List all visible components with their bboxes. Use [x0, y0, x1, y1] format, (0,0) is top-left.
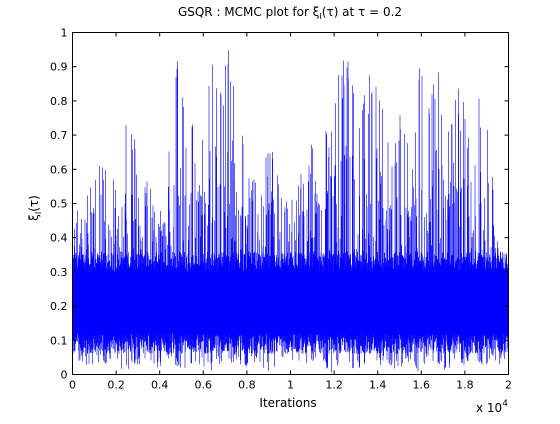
x-tick-label: 0.6 — [195, 379, 213, 392]
y-tick-label: 0.1 — [50, 334, 68, 347]
y-tick-label: 0 — [61, 369, 68, 382]
trace-line — [72, 50, 509, 373]
x-tick-label: 1.2 — [325, 379, 343, 392]
y-tick-label: 0.8 — [50, 95, 68, 108]
x-tick-label: 0.8 — [238, 379, 256, 392]
y-tick-label: 0.4 — [50, 232, 68, 245]
title-symbol: ξ — [313, 5, 320, 19]
x-tick-label: 0.4 — [151, 379, 169, 392]
x-multiplier: x 104 — [476, 399, 508, 415]
y-tick-label: 1 — [61, 27, 68, 40]
x-tick-label: 0.2 — [107, 379, 125, 392]
title-prefix: GSQR : MCMC plot for — [178, 5, 313, 19]
x-axis-label: Iterations — [259, 396, 316, 410]
y-axis-ticks: 0 0.1 0.2 0.3 0.4 0.5 0.6 0.7 0.8 0.9 1 — [50, 27, 509, 382]
x-tick-label: 1 — [287, 379, 294, 392]
x-tick-label: 1.8 — [456, 379, 474, 392]
x-multiplier-base: x 10 — [476, 401, 502, 415]
x-tick-label: 1.6 — [413, 379, 431, 392]
y-label-subscript: I — [34, 212, 43, 214]
title-rest: (τ) at τ = 0.2 — [322, 5, 402, 19]
y-label-rest: (τ) — [27, 195, 41, 212]
y-tick-label: 0.2 — [50, 300, 68, 313]
y-tick-label: 0.5 — [50, 198, 68, 211]
x-tick-label: 2 — [505, 379, 512, 392]
y-tick-label: 0.7 — [50, 129, 68, 142]
y-tick-label: 0.3 — [50, 266, 68, 279]
y-tick-label: 0.6 — [50, 163, 68, 176]
x-multiplier-exponent: 4 — [502, 399, 508, 409]
chart-title: GSQR : MCMC plot for ξI(τ) at τ = 0.2 — [178, 5, 402, 21]
title-subscript: I — [319, 12, 321, 21]
x-axis-ticks: 0 0.2 0.4 0.6 0.8 1 1.2 1.4 1.6 1.8 2 — [69, 32, 512, 392]
y-axis-label: ξI(τ) — [27, 195, 43, 221]
y-label-symbol: ξ — [27, 214, 41, 221]
x-tick-label: 1.4 — [369, 379, 387, 392]
x-tick-label: 0 — [69, 379, 76, 392]
trace-series — [72, 50, 509, 373]
y-tick-label: 0.9 — [50, 61, 68, 74]
